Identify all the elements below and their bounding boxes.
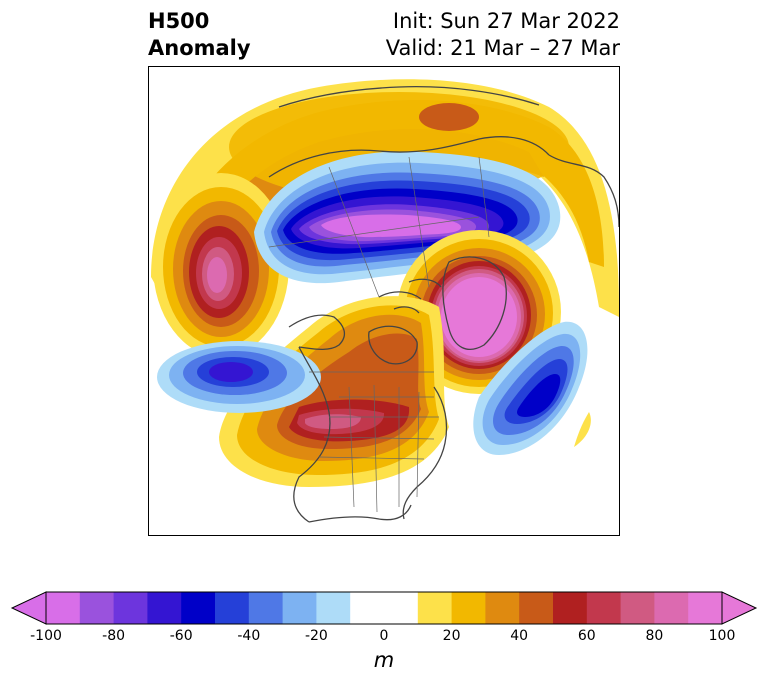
colorbar-tick-label: 40 (510, 628, 529, 644)
colorbar-segment (586, 592, 622, 624)
init-date: Init: Sun 27 Mar 2022 (392, 9, 620, 33)
pacific-positive-center (153, 173, 289, 357)
colorbar-segment (113, 592, 148, 624)
colorbar-tick-label: -100 (30, 628, 62, 644)
anomaly-map (148, 66, 620, 536)
colorbar-segment (215, 592, 250, 624)
atlantic-negative-center (473, 321, 588, 455)
anomaly-map-svg (151, 79, 619, 523)
colorbar (10, 590, 758, 630)
colorbar-tick-label: -20 (304, 628, 328, 644)
colorbar-segment (79, 592, 115, 624)
colorbar-segment (316, 592, 351, 624)
colorbar-svg (10, 591, 758, 625)
colorbar-arrow-right (721, 591, 758, 625)
colorbar-segment (654, 592, 689, 624)
colorbar-tick-label: 20 (442, 628, 461, 644)
colorbar-tick-label: -80 (102, 628, 126, 644)
colorbar-segment (553, 592, 588, 624)
colorbar-segment (46, 592, 81, 624)
title-field: Anomaly (148, 36, 251, 60)
colorbar-segment (519, 592, 554, 624)
colorbar-segment (620, 592, 655, 624)
colorbar-segment (248, 592, 284, 624)
state-borders (268, 156, 490, 513)
colorbar-segment (282, 592, 317, 624)
colorbar-tick-label: 100 (708, 628, 736, 644)
plot-title: H500 Anomaly (148, 8, 251, 62)
colorbar-segment (181, 592, 216, 624)
atlantic-yellow-sliver (574, 412, 591, 447)
colorbar-unit-label: m (373, 648, 395, 672)
colorbar-tick-label: -40 (237, 628, 261, 644)
colorbar-tick-label: -60 (169, 628, 193, 644)
colorbar-segment (147, 592, 182, 624)
coastlines (268, 86, 619, 523)
pacific-negative-center (157, 341, 321, 413)
colorbar-tick-label: 0 (379, 628, 389, 644)
plot-dates: Init: Sun 27 Mar 2022 Valid: 21 Mar – 27… (386, 8, 620, 62)
colorbar-ticks: -100 -80 -60 -40 -20 0 20 40 60 80 100 (0, 628, 768, 648)
colorbar-segment (451, 592, 486, 624)
colorbar-segment (417, 592, 453, 624)
colorbar-outline (45, 591, 723, 625)
colorbar-segment (688, 592, 723, 624)
colorbar-segment (485, 592, 520, 624)
colorbar-tick-label: 60 (577, 628, 596, 644)
colorbar-tick-label: 80 (645, 628, 664, 644)
greenland-positive-center (397, 230, 561, 394)
colorbar-segment (350, 592, 385, 624)
colorbar-arrow-left (10, 591, 47, 625)
colorbar-segment (384, 592, 419, 624)
title-variable: H500 (148, 9, 210, 33)
valid-range: Valid: 21 Mar – 27 Mar (385, 36, 620, 60)
